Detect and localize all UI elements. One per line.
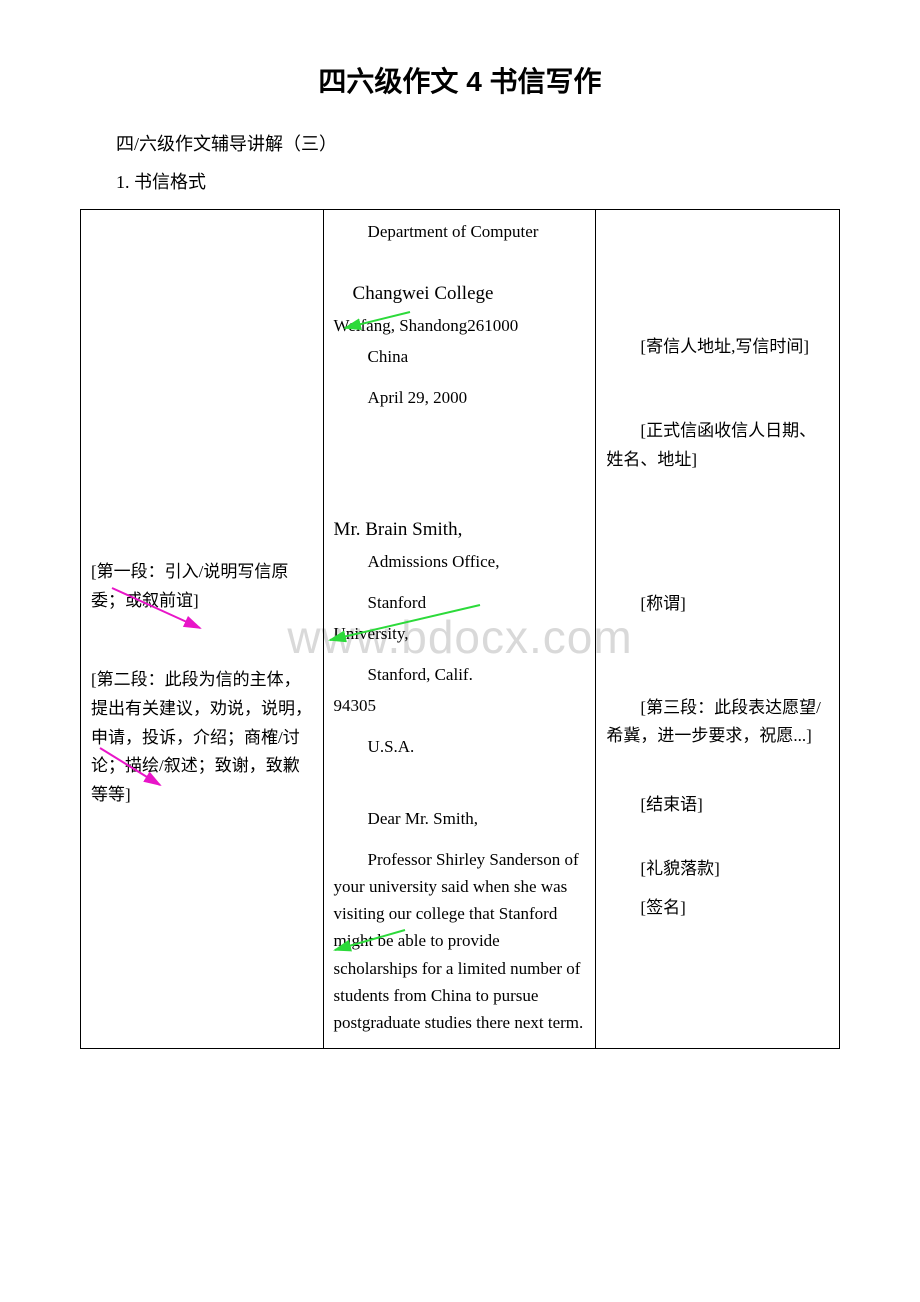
right-column: [寄信人地址,写信时间] [正式信函收信人日期、姓名、地址] [称谓] [第三段… xyxy=(596,210,839,1048)
letter-format-table: [第一段：引入/说明写信原委；或叙前谊] [第二段：此段为信的主体，提出有关建议… xyxy=(80,209,840,1049)
right-note-signature: [签名] xyxy=(606,894,829,923)
recipient-country: U.S.A. xyxy=(334,733,586,760)
right-note-para3: [第三段：此段表达愿望/希冀，进一步要求，祝愿...] xyxy=(606,694,829,752)
sender-dept: Department of Computer xyxy=(334,218,586,245)
sender-date: April 29, 2000 xyxy=(334,384,586,411)
document-content: 四六级作文 4 书信写作 四/六级作文辅导讲解（三） 1. 书信格式 [第一段：… xyxy=(80,60,840,1049)
sender-country: China xyxy=(334,343,586,370)
subtitle: 四/六级作文辅导讲解（三） xyxy=(80,130,840,156)
left-note-para1: [第一段：引入/说明写信原委；或叙前谊] xyxy=(91,558,313,616)
left-note-para2: [第二段：此段为信的主体，提出有关建议，劝说，说明，申请，投诉，介绍；商榷/讨论… xyxy=(91,666,313,810)
left-column: [第一段：引入/说明写信原委；或叙前谊] [第二段：此段为信的主体，提出有关建议… xyxy=(81,210,324,1048)
right-note-salutation: [称谓] xyxy=(606,590,829,619)
right-note-sender: [寄信人地址,写信时间] xyxy=(606,333,829,362)
section-label: 1. 书信格式 xyxy=(80,168,840,194)
recipient-office: Admissions Office, xyxy=(334,548,586,575)
sender-college: Changwei College xyxy=(334,279,586,309)
body-paragraph-1: Professor Shirley Sanderson of your univ… xyxy=(334,846,586,1036)
recipient-name: Mr. Brain Smith, xyxy=(334,515,586,545)
right-note-closing: [结束语] xyxy=(606,791,829,820)
recipient-address-line2: 94305 xyxy=(334,692,586,719)
right-note-recipient: [正式信函收信人日期、姓名、地址] xyxy=(606,417,829,475)
middle-column: Department of Computer Changwei College … xyxy=(324,210,597,1048)
recipient-address-line1: Stanford, Calif. xyxy=(334,661,586,688)
salutation: Dear Mr. Smith, xyxy=(334,805,586,832)
sender-city: Weifang, Shandong261000 xyxy=(334,312,586,339)
recipient-university-line1: Stanford xyxy=(334,589,586,616)
right-note-polite: [礼貌落款] xyxy=(606,855,829,884)
page-title: 四六级作文 4 书信写作 xyxy=(80,60,840,100)
recipient-university-line2: University, xyxy=(334,620,586,647)
